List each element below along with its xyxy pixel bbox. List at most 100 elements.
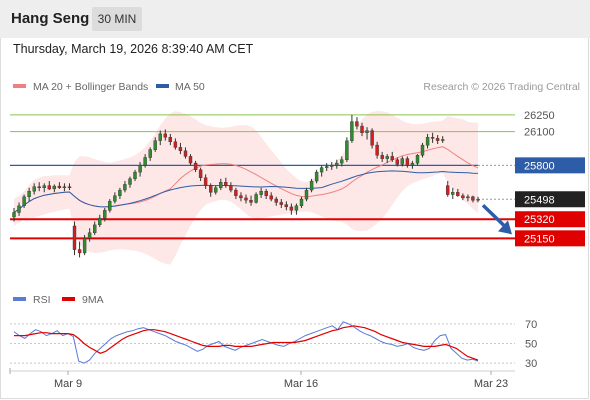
candle-body xyxy=(87,232,92,239)
candle-body xyxy=(259,190,263,195)
candle-body xyxy=(213,187,218,193)
ma9-legend-label: 9MA xyxy=(82,294,104,306)
candle-body xyxy=(284,204,288,208)
rsi-tick-30: 30 xyxy=(525,358,537,370)
candle-body xyxy=(471,196,475,201)
projection-arrow-head xyxy=(498,220,512,235)
candle-body xyxy=(72,225,77,250)
candle-body xyxy=(173,141,178,148)
candle-body xyxy=(12,212,16,218)
ma50-legend-label: MA 50 xyxy=(175,81,205,93)
candle-body xyxy=(446,185,450,195)
candle-body xyxy=(264,190,268,196)
header-bar: Hang Seng 30 MIN xyxy=(0,0,590,38)
candle-body xyxy=(289,206,294,211)
candle-body xyxy=(430,137,435,139)
candle-body xyxy=(330,165,334,167)
candle-body xyxy=(400,158,404,165)
candle-body xyxy=(299,198,304,206)
candle-body xyxy=(158,133,162,141)
ma20-legend-label: MA 20 + Bollinger Bands xyxy=(33,81,148,93)
main-plot: 26250 26100 25800 25498 25320 25150 xyxy=(10,110,585,265)
candle-body xyxy=(254,194,258,203)
candle-body xyxy=(375,144,379,156)
candle-body xyxy=(128,178,132,185)
candle-body xyxy=(461,195,465,199)
x-axis: Mar 9 Mar 16 Mar 23 xyxy=(9,368,508,390)
ma50-legend-swatch xyxy=(156,84,169,88)
candle-body xyxy=(224,181,228,186)
bollinger-band xyxy=(14,111,478,265)
resistance-label-26250: 26250 xyxy=(524,110,555,122)
support-badge-25320 xyxy=(515,211,585,228)
candle-body xyxy=(42,185,46,189)
rsi-legend-swatch xyxy=(13,297,26,301)
candle-body xyxy=(193,162,198,171)
candle-body xyxy=(476,199,480,201)
candle-body xyxy=(17,205,21,213)
candle-body xyxy=(143,157,147,166)
candle-body xyxy=(425,137,430,146)
candle-body xyxy=(108,201,112,211)
candle-body xyxy=(47,185,51,190)
candle-body xyxy=(390,156,394,160)
rsi-series-rsi xyxy=(13,321,479,364)
candle-body xyxy=(153,140,157,150)
candle-body xyxy=(208,185,213,193)
rsi-tick-70: 70 xyxy=(525,319,537,331)
x-tick-label: Mar 16 xyxy=(284,378,318,390)
credit-text: Research © 2026 Trading Central xyxy=(423,81,580,93)
candle-body xyxy=(113,195,117,202)
candle-body xyxy=(385,156,389,159)
candle-body xyxy=(188,156,193,164)
resistance-label-26100: 26100 xyxy=(524,127,555,139)
candle-body xyxy=(178,147,183,151)
last-price-label: 25498 xyxy=(524,194,555,206)
candle-body xyxy=(183,150,188,157)
candle-body xyxy=(229,185,233,191)
candle-body xyxy=(249,199,253,203)
candle-body xyxy=(466,196,470,199)
candle-body xyxy=(133,171,137,180)
last-price-badge xyxy=(515,191,585,208)
candle-body xyxy=(441,139,445,141)
candle-body xyxy=(67,186,72,188)
candle-body xyxy=(269,195,273,200)
candle-body xyxy=(319,167,324,173)
candle-body xyxy=(239,195,243,199)
support-label-25320: 25320 xyxy=(524,214,555,226)
candle-body xyxy=(82,238,87,254)
x-tick-label: Mar 23 xyxy=(474,378,508,390)
candle-body xyxy=(360,125,364,133)
candle-body xyxy=(123,184,127,191)
candle-body xyxy=(203,177,208,186)
candle-body xyxy=(32,186,36,192)
candle-body xyxy=(405,158,410,166)
candle-body xyxy=(370,130,374,146)
ma9-legend-swatch xyxy=(62,297,75,301)
candle-body xyxy=(314,171,319,182)
candle-body xyxy=(456,192,460,196)
candle-body xyxy=(234,189,238,196)
timestamp: Thursday, March 19, 2026 8:39:40 AM CET xyxy=(13,42,254,56)
timeframe-badge[interactable]: 30 MIN xyxy=(92,7,142,31)
candle-body xyxy=(335,162,339,166)
candle-body xyxy=(57,185,62,189)
candle-body xyxy=(244,197,248,201)
candle-body xyxy=(410,162,415,166)
candle-body xyxy=(309,180,314,191)
support-label-25150: 25150 xyxy=(524,233,555,245)
candle-body xyxy=(27,190,31,197)
candle-body xyxy=(325,166,329,168)
ma50-line xyxy=(13,170,479,213)
candle-body xyxy=(279,202,283,205)
candle-body xyxy=(435,138,440,141)
candle-body xyxy=(168,137,173,143)
candle-body xyxy=(304,189,309,200)
rsi-series-9ma xyxy=(14,325,479,361)
candle-body xyxy=(62,186,67,188)
candle-body xyxy=(103,210,107,219)
ma20-legend-swatch xyxy=(13,84,26,88)
candle-body xyxy=(350,121,354,141)
candle-body xyxy=(274,198,278,203)
